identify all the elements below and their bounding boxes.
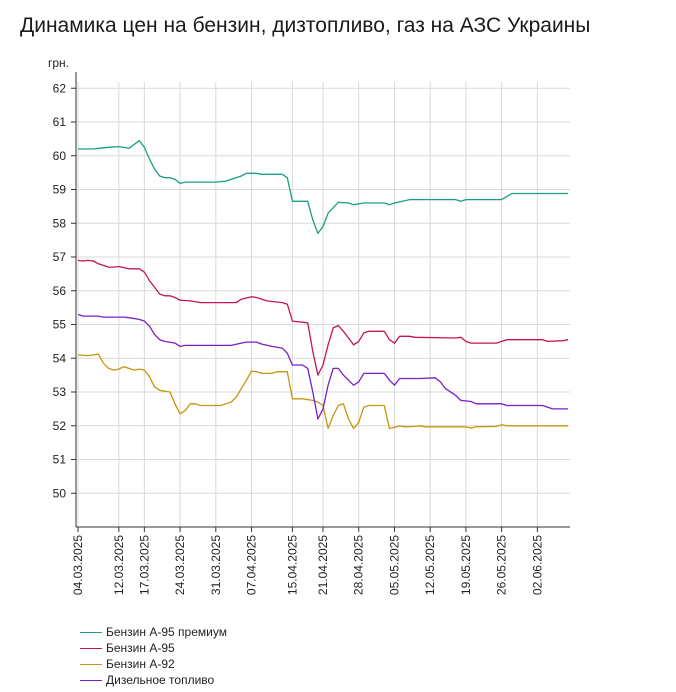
- legend-label-diesel: Дизельное топливо: [106, 673, 215, 687]
- x-tick-label: 04.03.2025: [71, 535, 85, 595]
- legend-swatch-diesel: [80, 679, 102, 681]
- legend: Бензин А-95 премиум Бензин А-95 Бензин А…: [80, 624, 227, 688]
- y-tick-label: 54: [53, 351, 67, 365]
- x-tick-label: 26.05.2025: [495, 535, 509, 595]
- line-chart: 50 51 52 53 54 55 56 57 58 59 60 61 62 04.03.2025 12.0…: [48, 56, 570, 595]
- y-tick-label: 51: [53, 453, 67, 467]
- x-tick-label: 07.04.2025: [245, 535, 259, 595]
- x-tick-label: 24.03.2025: [173, 535, 187, 595]
- y-tick-label: 61: [53, 115, 67, 129]
- y-tick-label: 56: [53, 284, 67, 298]
- series-line-a95: [77, 259, 569, 376]
- series-lines: [77, 139, 569, 430]
- x-tick-label: 12.05.2025: [423, 535, 437, 595]
- legend-label-premium95: Бензин А-95 премиум: [106, 625, 227, 639]
- legend-item-a95: Бензин А-95: [80, 640, 227, 656]
- axes: 50 51 52 53 54 55 56 57 58 59 60 61 62 04.03.2025 12.0…: [53, 72, 570, 595]
- legend-label-a95: Бензин А-95: [106, 641, 175, 655]
- x-tick-label: 28.04.2025: [352, 535, 366, 595]
- x-tick-label: 05.05.2025: [387, 535, 401, 595]
- legend-item-diesel: Дизельное топливо: [80, 672, 227, 688]
- y-axis-unit-label: грн.: [48, 56, 69, 70]
- x-tick-label: 21.04.2025: [316, 535, 330, 595]
- y-tick-label: 60: [53, 149, 67, 163]
- x-tick-label: 17.03.2025: [137, 535, 151, 595]
- legend-item-a92: Бензин А-92: [80, 656, 227, 672]
- legend-item-premium95: Бензин А-95 премиум: [80, 624, 227, 640]
- legend-swatch-a92: [80, 663, 102, 665]
- y-tick-label: 59: [53, 183, 67, 197]
- y-tick-label: 58: [53, 216, 67, 230]
- series-line-a92: [77, 353, 568, 430]
- grid-lines: [76, 82, 570, 527]
- x-tick-label: 15.04.2025: [285, 535, 299, 595]
- series-line-diesel: [77, 313, 568, 420]
- x-tick-label: 19.05.2025: [459, 535, 473, 595]
- y-tick-label: 57: [53, 250, 67, 264]
- series-line-premium95: [78, 139, 568, 235]
- y-tick-label: 52: [53, 419, 67, 433]
- x-tick-label: 02.06.2025: [530, 535, 544, 595]
- legend-label-a92: Бензин А-92: [106, 657, 175, 671]
- chart-title: Динамика цен на бензин, дизтопливо, газ …: [20, 14, 591, 37]
- y-tick-label: 62: [53, 81, 67, 95]
- legend-swatch-premium95: [80, 631, 102, 633]
- y-tick-label: 53: [53, 385, 67, 399]
- y-tick-label: 55: [53, 318, 67, 332]
- y-tick-label: 50: [53, 486, 67, 500]
- legend-swatch-a95: [80, 647, 102, 649]
- x-tick-label: 31.03.2025: [209, 535, 223, 595]
- x-tick-label: 12.03.2025: [112, 535, 126, 595]
